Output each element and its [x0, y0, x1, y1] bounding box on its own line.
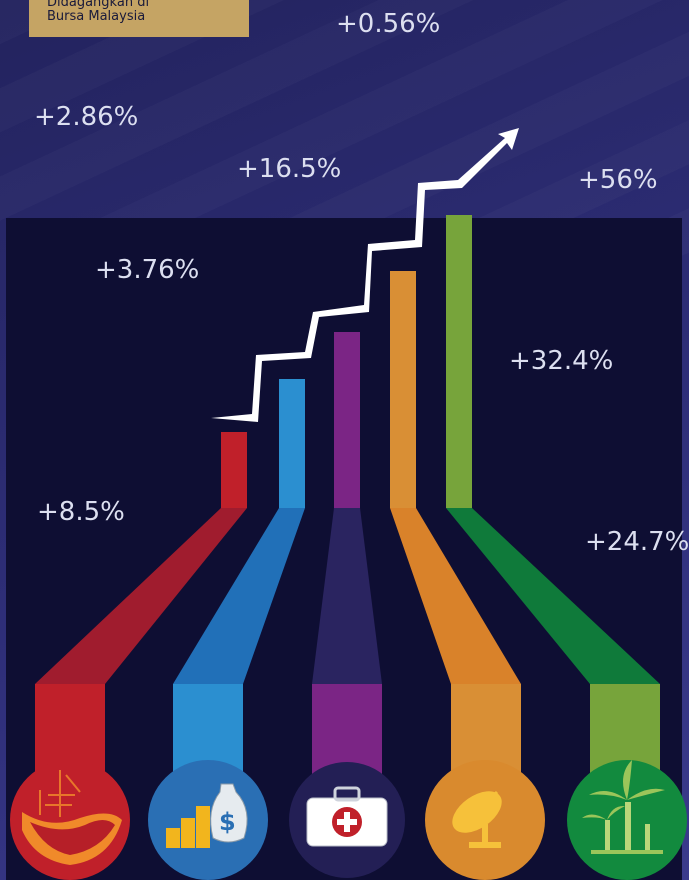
bar-healthcare	[334, 332, 360, 508]
palm-tree-icon	[567, 760, 687, 880]
background-stripes	[0, 0, 689, 260]
bar-oil-and-gas	[221, 432, 247, 508]
percent-label: +8.5%	[37, 497, 125, 527]
palm-tree-icon-glyph	[582, 760, 665, 854]
money-bag-icon-glyph: $	[166, 783, 248, 848]
bar-telecommunications	[390, 271, 416, 508]
stream-oil-and-gas	[35, 508, 247, 684]
growth-arrow	[211, 128, 519, 422]
tag-line-1: Didagangkan di	[47, 0, 150, 10]
oil-rig-icon-glyph	[22, 770, 122, 865]
percent-label: +32.4%	[509, 346, 614, 376]
stream-finance	[173, 508, 305, 684]
icons-group: $	[10, 760, 687, 880]
stream-healthcare	[312, 508, 382, 684]
stream-plantation	[446, 508, 660, 684]
exchange-tag: Didagangkan di Bursa Malaysia	[29, 0, 249, 37]
bars-group	[221, 215, 472, 508]
percent-label: +56%	[578, 165, 658, 195]
stream-telecommunications	[390, 508, 521, 684]
bar-finance	[279, 379, 305, 508]
streams-group	[35, 508, 660, 784]
first-aid-kit-icon	[289, 762, 405, 878]
percent-label: +2.86%	[34, 102, 139, 132]
percent-label: +16.5%	[237, 154, 342, 184]
money-bag-icon: $	[148, 760, 268, 880]
svg-text:$: $	[219, 808, 236, 836]
percent-label: +24.7%	[585, 527, 689, 557]
percent-label: +0.56%	[336, 9, 441, 39]
percent-label: +3.76%	[95, 255, 200, 285]
satellite-dish-icon	[425, 760, 545, 880]
first-aid-kit-icon-glyph	[306, 786, 388, 847]
satellite-dish-icon-glyph	[452, 790, 502, 848]
oil-rig-icon	[10, 760, 130, 880]
growth-arrow-line	[211, 128, 519, 422]
tag-line-2: Bursa Malaysia	[47, 9, 146, 24]
bar-plantation	[446, 215, 472, 508]
